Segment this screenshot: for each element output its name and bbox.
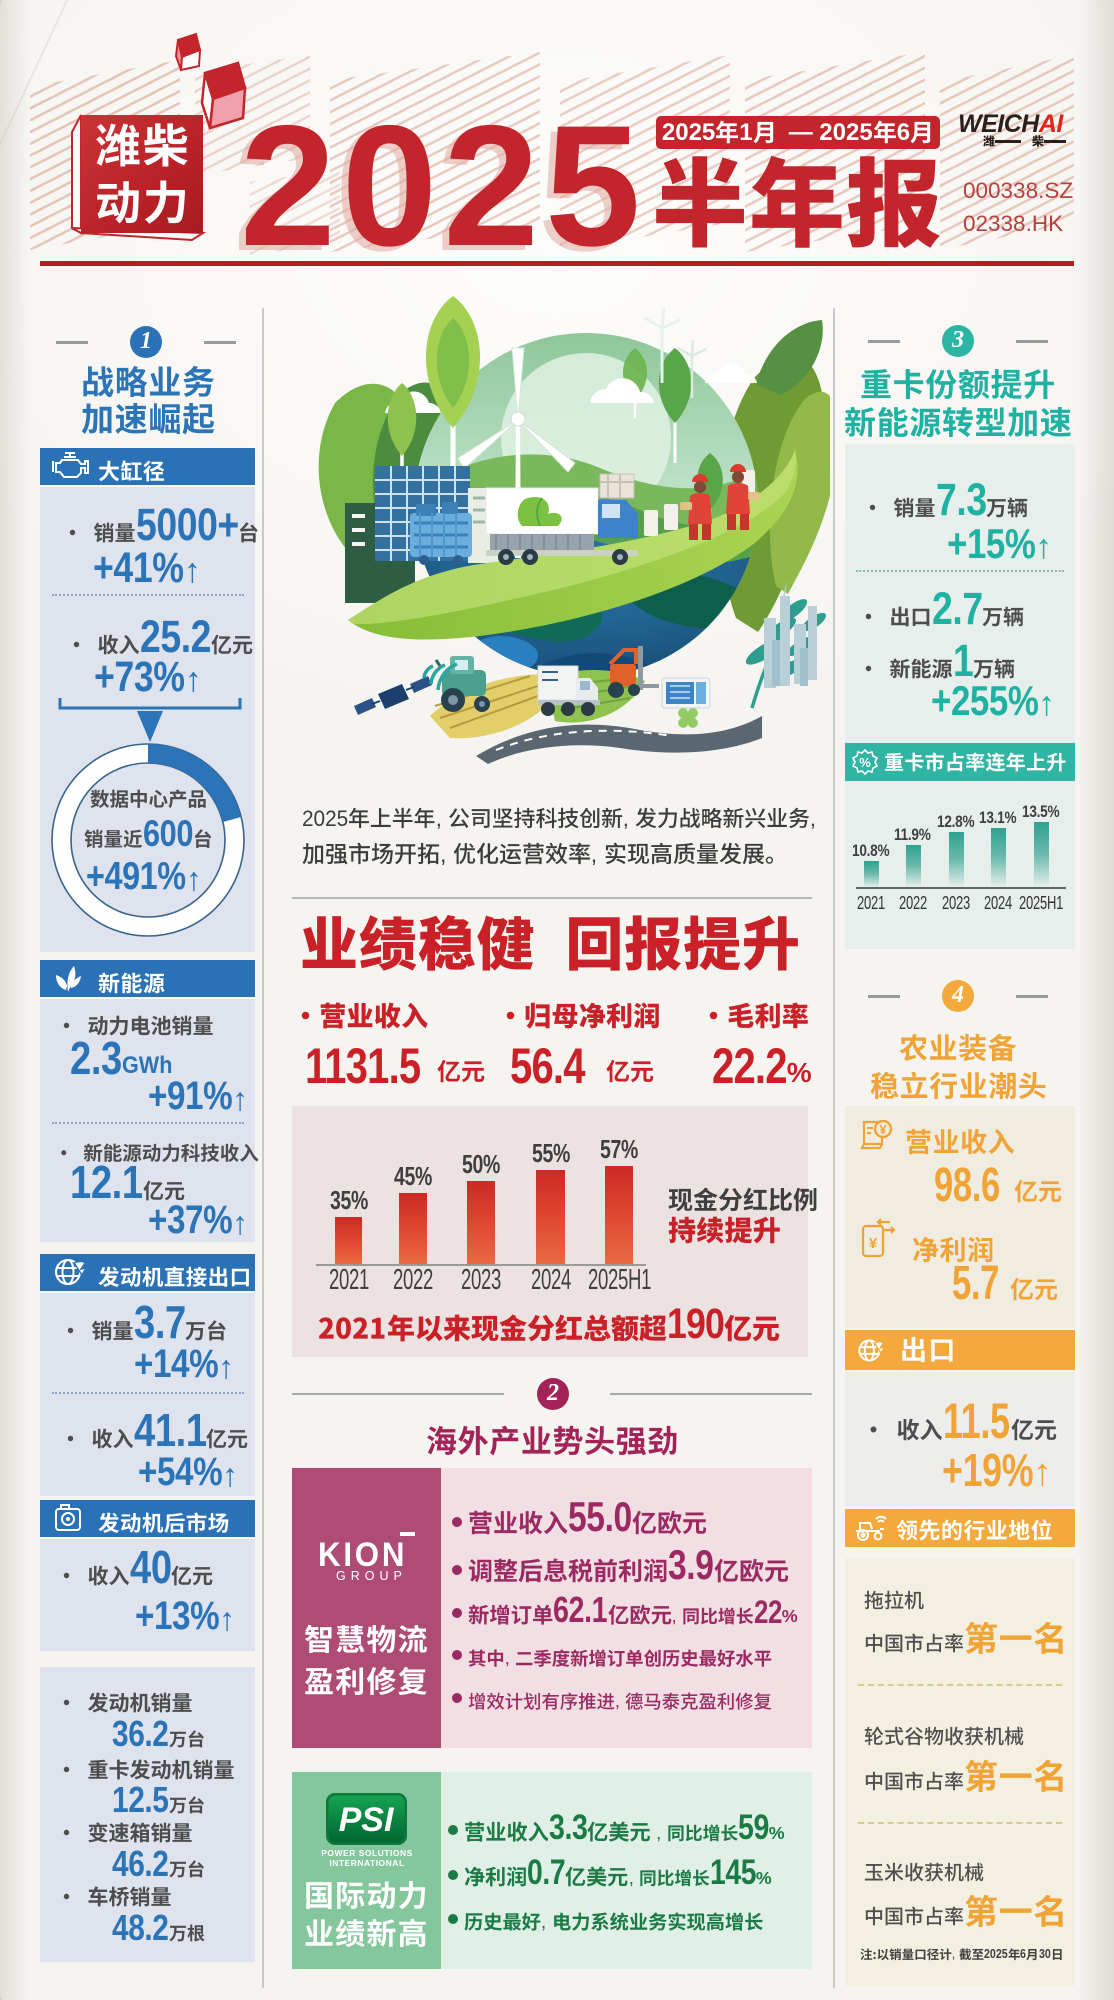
- svg-text:¥: ¥: [869, 1235, 878, 1252]
- svg-text:¥: ¥: [879, 1122, 887, 1137]
- svg-text:PSI: PSI: [339, 1801, 395, 1839]
- svg-text:%: %: [859, 755, 871, 770]
